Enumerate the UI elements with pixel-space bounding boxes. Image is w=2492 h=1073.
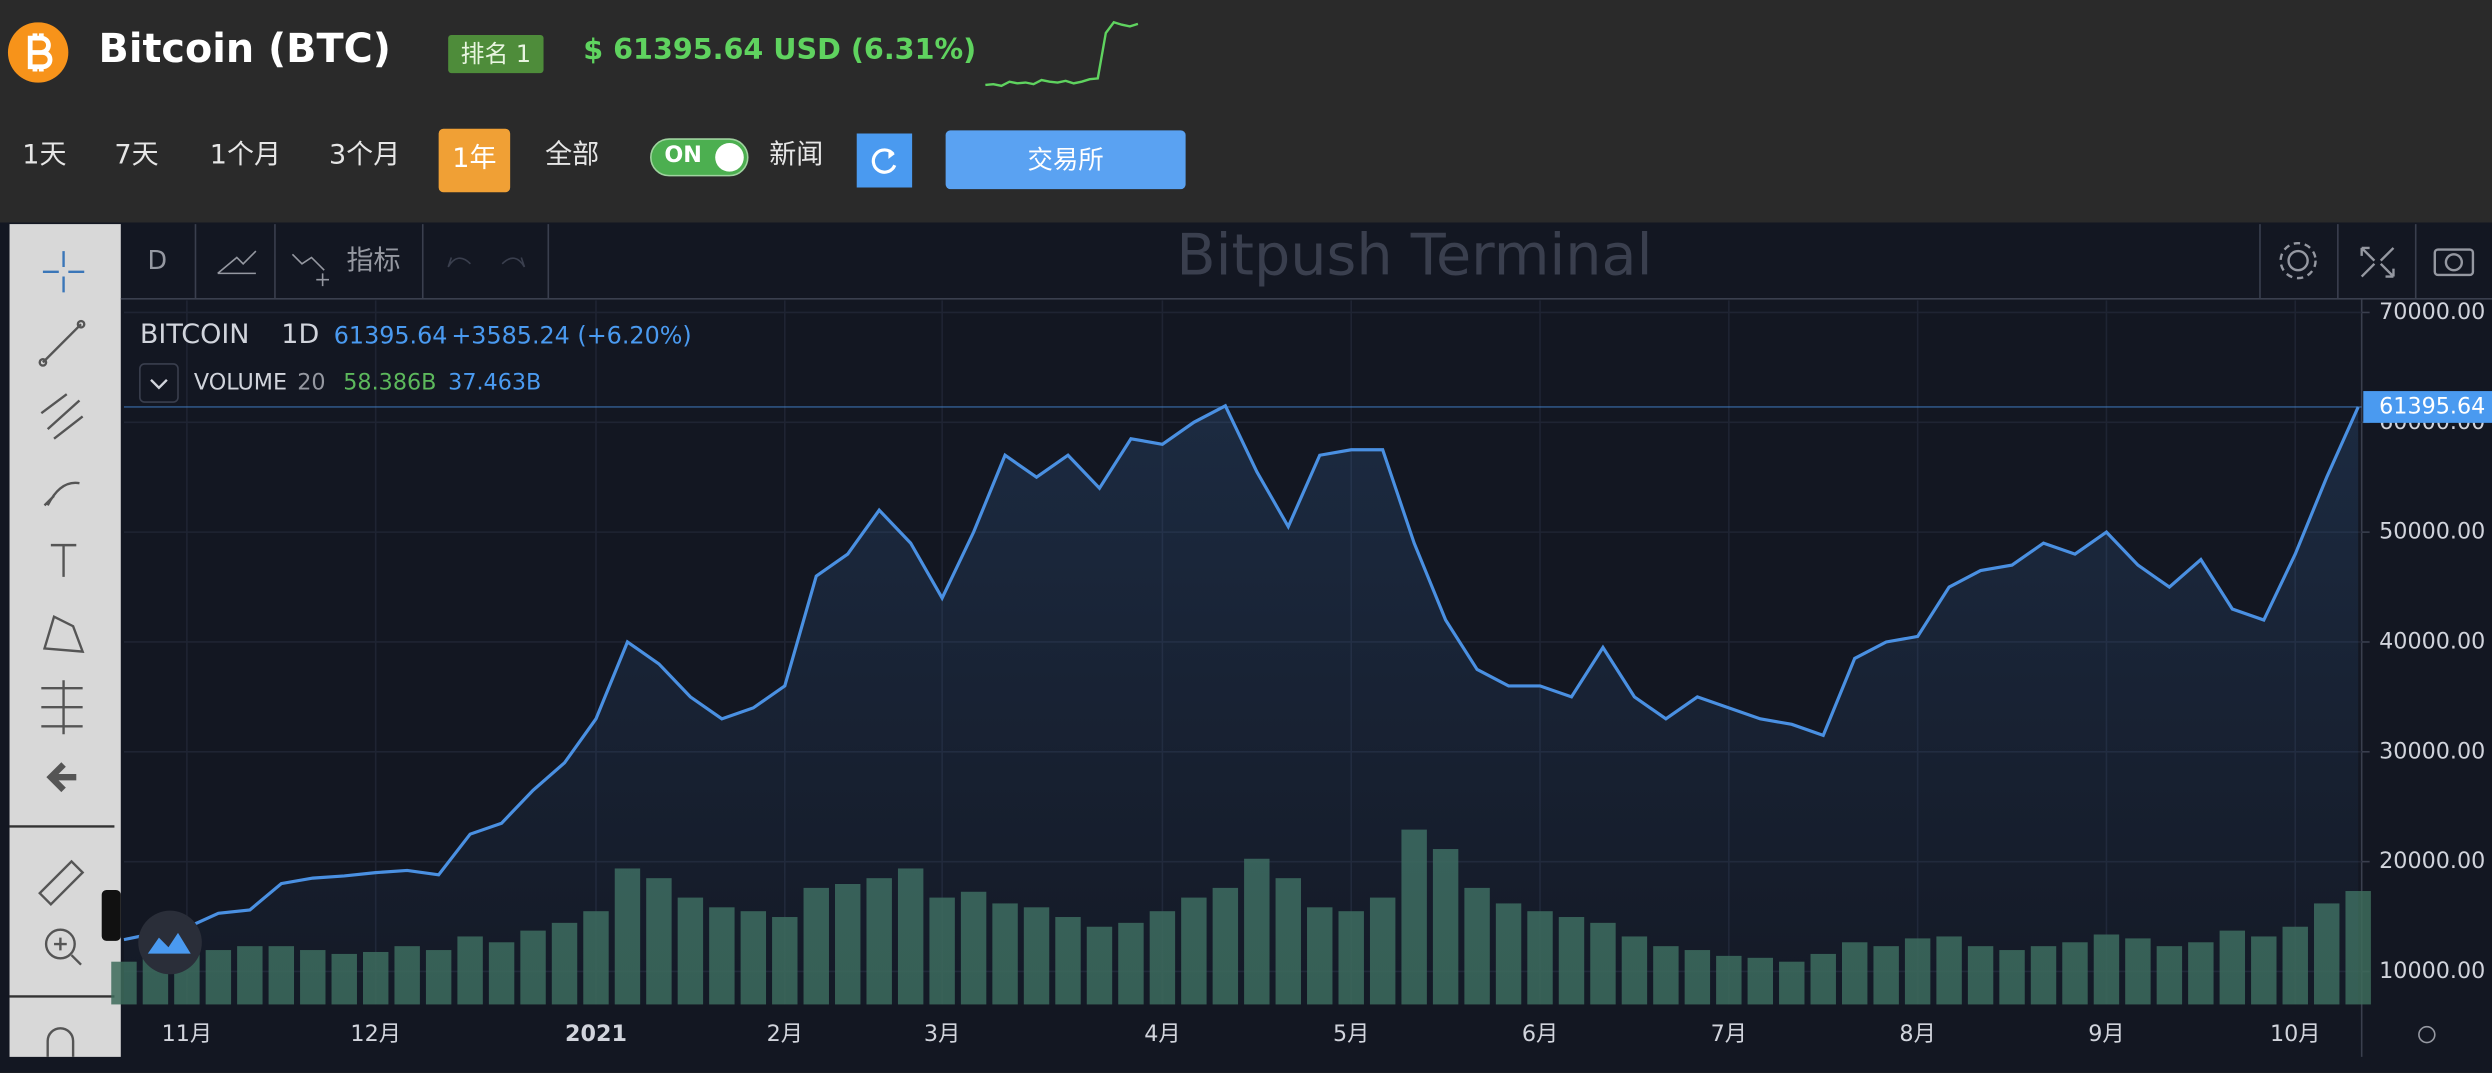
legend-symbol: BITCOIN xyxy=(140,319,250,350)
last-price-label: 61395.64 xyxy=(2379,393,2485,419)
range-button[interactable]: 7天 xyxy=(114,139,159,172)
range-button-active[interactable]: 1年 xyxy=(438,128,511,193)
indicator-icon[interactable] xyxy=(291,253,329,287)
x-tick-label: 2021 xyxy=(565,1021,627,1047)
chart: D 指标 Bitpush Terminal 11月 12月 2021 2月 3月 4月 5月… xyxy=(0,222,2492,1073)
y-tick-label: 10000.00 xyxy=(2379,958,2485,984)
sparkline-line xyxy=(985,20,1139,88)
range-button[interactable]: 3个月 xyxy=(328,139,401,172)
chart-type-icon[interactable] xyxy=(217,250,257,275)
news-label: 新闻 xyxy=(769,139,824,172)
price-area xyxy=(123,405,2359,1005)
legend-interval: 1D xyxy=(281,319,319,350)
last-price-box xyxy=(2363,391,2492,423)
x-tick-label: 6月 xyxy=(1522,1021,1558,1047)
news-toggle[interactable]: ON xyxy=(650,138,749,177)
x-tick-label: 8月 xyxy=(1899,1021,1935,1047)
volume-value: 58.386B xyxy=(343,370,436,396)
x-tick-label: 2月 xyxy=(767,1021,803,1047)
interval-button[interactable]: D xyxy=(148,245,168,275)
x-tick-label: 7月 xyxy=(1711,1021,1747,1047)
legend-price: 61395.64 xyxy=(334,321,448,349)
indicator-button[interactable]: 指标 xyxy=(346,246,400,277)
x-tick-label: 4月 xyxy=(1144,1021,1180,1047)
toggle-knob xyxy=(715,143,744,172)
x-tick-label: 11月 xyxy=(162,1021,213,1047)
volume-ma: 37.463B xyxy=(448,370,541,396)
price-line xyxy=(123,403,2360,942)
refresh-button[interactable] xyxy=(856,133,913,188)
coin-icon xyxy=(7,22,69,83)
collapse-handle[interactable] xyxy=(101,890,121,941)
price-summary: $ 61395.64 USD (6.31%) xyxy=(583,33,977,67)
x-tick-label: 12月 xyxy=(350,1021,401,1047)
settings-icon[interactable] xyxy=(2418,1025,2436,1044)
y-tick-label: 50000.00 xyxy=(2379,519,2485,545)
tool-icons[interactable] xyxy=(9,251,115,1057)
top-right-icons[interactable] xyxy=(2279,241,2475,280)
y-tick-label: 70000.00 xyxy=(2379,299,2485,325)
y-tick-label: 20000.00 xyxy=(2379,848,2485,874)
range-button[interactable]: 全部 xyxy=(545,139,600,172)
y-tick-label: 40000.00 xyxy=(2379,628,2485,654)
watermark: Bitpush Terminal xyxy=(1176,223,1652,289)
x-tick-label: 10月 xyxy=(2270,1021,2321,1047)
x-tick-label: 5月 xyxy=(1333,1021,1369,1047)
logo-button[interactable] xyxy=(138,910,202,975)
rank-badge: 排名 1 xyxy=(448,34,544,74)
range-button[interactable]: 1天 xyxy=(22,139,67,172)
range-button[interactable]: 1个月 xyxy=(209,139,282,172)
sparkline xyxy=(985,20,1139,88)
toggle-label: ON xyxy=(664,143,702,169)
exchange-button[interactable]: 交易所 xyxy=(945,130,1186,190)
legend-change: +3585.24 (+6.20%) xyxy=(451,321,691,349)
volume-legend: VOLUME xyxy=(194,370,287,396)
volume-length: 20 xyxy=(297,370,325,396)
y-tick-label: 30000.00 xyxy=(2379,738,2485,764)
x-tick-label: 3月 xyxy=(924,1021,960,1047)
coin-title: Bitcoin (BTC) xyxy=(98,25,391,72)
legend-collapse[interactable] xyxy=(139,363,179,403)
x-tick-label: 9月 xyxy=(2088,1021,2124,1047)
undo-redo[interactable] xyxy=(447,257,526,268)
